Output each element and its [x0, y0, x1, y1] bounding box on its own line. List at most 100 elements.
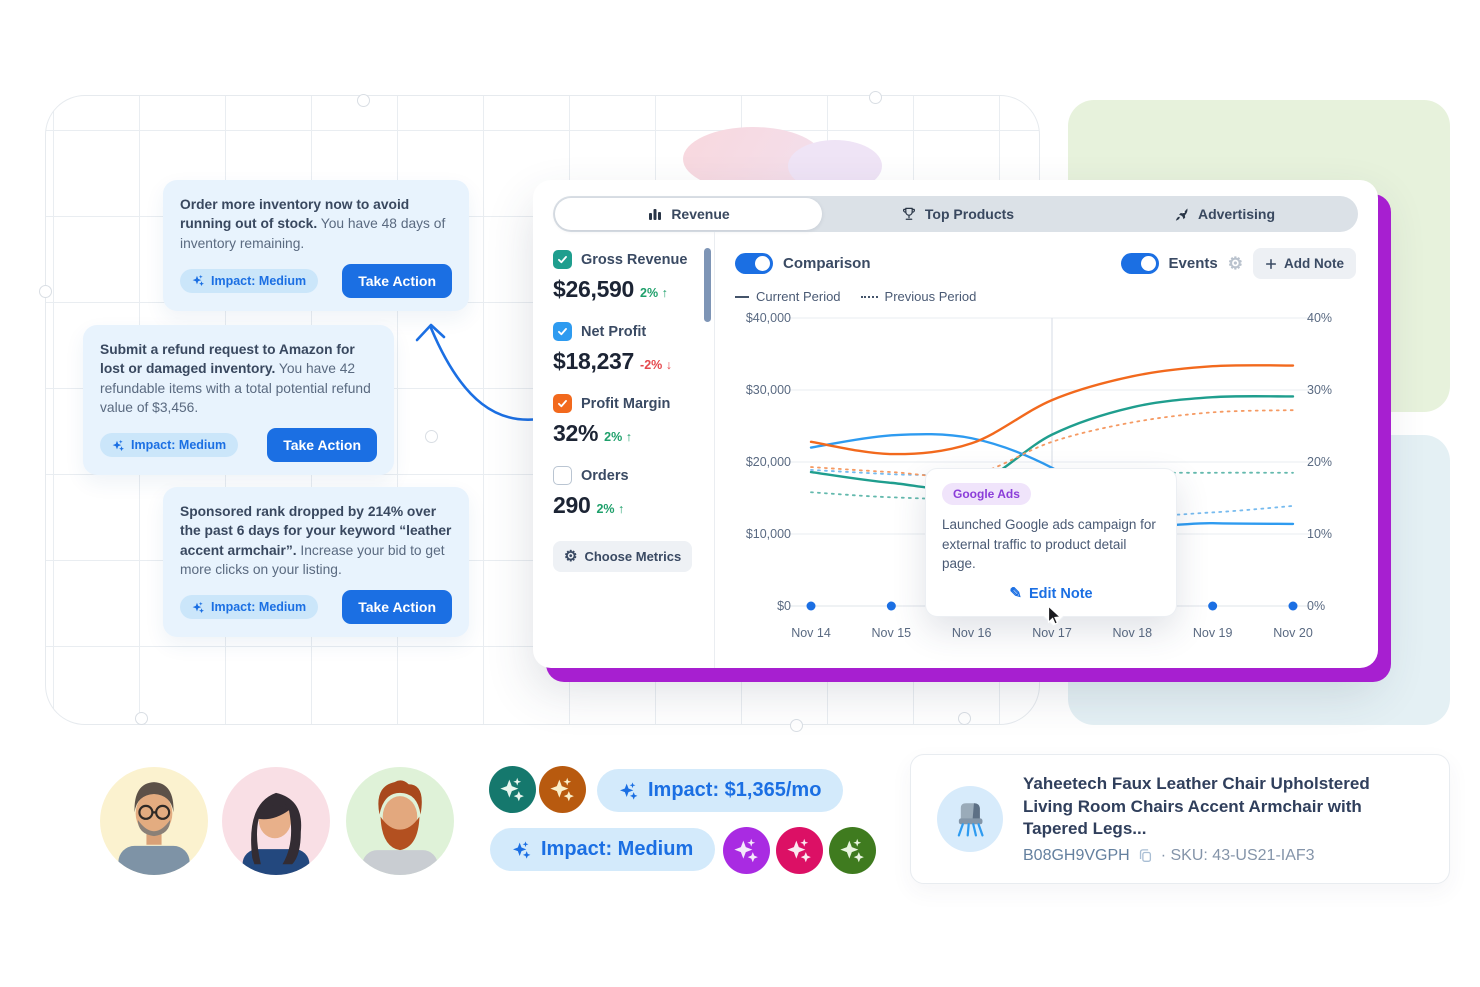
right-axis-tick: 0% [1307, 599, 1325, 613]
tab-label: Advertising [1197, 206, 1275, 222]
profit-margin-checkbox[interactable] [553, 394, 572, 413]
chart-legend: Current Period Previous Period [735, 289, 1356, 304]
settings-gear-icon[interactable]: ⚙ [1227, 254, 1243, 273]
edit-note-button[interactable]: ✎ Edit Note [1009, 585, 1093, 603]
impact-badge: Impact: Medium [180, 595, 319, 620]
solid-line-swatch [735, 295, 749, 298]
grid-node [135, 712, 148, 725]
sparkle-badge-crimson [776, 827, 823, 874]
right-axis-tick: 40% [1307, 311, 1332, 325]
take-action-button[interactable]: Take Action [342, 263, 452, 298]
series-line [809, 364, 1295, 456]
chart-area: Comparison Events ⚙ Add Note Current Per… [715, 232, 1378, 668]
gross-revenue-checkbox[interactable] [553, 250, 572, 269]
sparkle-icon [192, 274, 205, 287]
metric-label: Orders [581, 467, 629, 484]
comparison-toggle[interactable] [735, 253, 773, 274]
insight-text: Submit a refund request to Amazon for lo… [100, 342, 371, 415]
events-label: Events [1168, 255, 1218, 272]
x-axis-label: Nov 20 [1273, 626, 1313, 640]
metric-value: 32% 2% ↑ [553, 420, 632, 446]
scrollbar[interactable] [704, 248, 711, 322]
sparkle-icon [549, 776, 576, 803]
event-tooltip: Google Ads Launched Google ads campaign … [925, 468, 1177, 627]
curved-arrow [415, 323, 541, 421]
left-axis-tick: $40,000 [746, 311, 791, 325]
tooltip-text: Launched Google ads campaign for externa… [942, 517, 1156, 572]
sparkle-icon [499, 776, 526, 803]
check-icon [556, 325, 569, 338]
tab-revenue[interactable]: Revenue [555, 198, 822, 230]
analytics-panel: Revenue Top Products Advertising Gross R… [533, 180, 1378, 668]
metric-value: $18,237 -2% ↓ [553, 348, 673, 374]
grid-node [39, 285, 52, 298]
sparkle-icon [839, 837, 866, 864]
copy-icon[interactable] [1138, 848, 1153, 863]
tab-label: Top Products [924, 206, 1015, 222]
plus-icon [1265, 258, 1277, 270]
series-line [809, 394, 1295, 491]
tab-advertising[interactable]: Advertising [1091, 196, 1358, 232]
grid-node [425, 430, 438, 443]
right-axis-tick: 10% [1307, 527, 1332, 541]
metric-value: 290 2% ↑ [553, 492, 625, 518]
event-dot[interactable] [806, 601, 816, 611]
right-axis-tick: 20% [1307, 455, 1332, 469]
sparkle-icon [112, 439, 125, 452]
arrow-up-icon: ↑ [661, 286, 668, 300]
grid-node [357, 94, 370, 107]
metric-label: Net Profit [581, 323, 647, 340]
check-icon [556, 253, 569, 266]
arrow-down-icon: ↓ [665, 358, 673, 372]
google-ads-badge: Google Ads [942, 483, 1031, 505]
tab-top-products[interactable]: Top Products [824, 196, 1091, 232]
avatar-man-red-beard [346, 767, 454, 875]
avatar-man-glasses [100, 767, 208, 875]
left-axis-tick: $0 [777, 599, 791, 613]
product-title: Yaheetech Faux Leather Chair Upholstered… [1023, 774, 1370, 839]
orders-checkbox[interactable] [553, 466, 572, 485]
metrics-column: Gross Revenue $26,590 2% ↑ Net Profit $18… [533, 232, 715, 668]
gear-icon: ⚙ [564, 548, 578, 565]
right-axis-tick: 30% [1307, 383, 1332, 397]
sparkle-icon [512, 840, 532, 860]
legend-current-period: Current Period [735, 289, 841, 304]
insight-card-refund: Submit a refund request to Amazon for lo… [83, 325, 394, 476]
sparkle-badge-green [829, 827, 876, 874]
metric-label: Profit Margin [581, 395, 671, 412]
event-dot[interactable] [886, 601, 896, 611]
sparkle-badge-teal [489, 766, 536, 813]
insight-text: Order more inventory now to avoid runnin… [180, 197, 446, 251]
revenue-line-chart: $0 0% $10,000 10% $20,000 20% $30,000 30% $40,00… [746, 311, 1332, 640]
sparkle-icon [192, 601, 205, 614]
add-note-button[interactable]: Add Note [1253, 248, 1356, 279]
metric-gross-revenue: Gross Revenue $26,590 2% ↑ [553, 250, 698, 303]
x-axis-label: Nov 17 [1032, 626, 1072, 640]
choose-metrics-button[interactable]: ⚙ Choose Metrics [553, 541, 693, 572]
net-profit-checkbox[interactable] [553, 322, 572, 341]
dotted-line-swatch [860, 295, 878, 298]
sparkle-icon [733, 837, 760, 864]
sparkle-badge-purple [723, 827, 770, 874]
rocket-icon [1174, 206, 1190, 222]
take-action-button[interactable]: Take Action [267, 428, 377, 463]
impact-badge: Impact: Medium [180, 268, 319, 293]
legend-previous-period: Previous Period [860, 289, 976, 304]
take-action-button[interactable]: Take Action [342, 590, 452, 625]
left-axis-tick: $20,000 [746, 455, 791, 469]
comparison-label: Comparison [783, 255, 871, 272]
trophy-icon [901, 206, 917, 222]
metric-orders: Orders 290 2% ↑ [553, 466, 698, 519]
mouse-cursor [1043, 604, 1065, 626]
impact-medium-pill: Impact: Medium [490, 828, 716, 871]
series-line [809, 432, 1295, 527]
x-axis-label: Nov 16 [952, 626, 992, 640]
product-asin: B08GH9VGPH [1023, 846, 1130, 864]
sparkle-icon [786, 837, 813, 864]
events-toggle[interactable] [1120, 253, 1159, 274]
tab-bar: Revenue Top Products Advertising [553, 196, 1358, 232]
event-dot[interactable] [1288, 601, 1298, 611]
event-dot[interactable] [1208, 601, 1218, 611]
sparkle-badge-rust [539, 766, 586, 813]
